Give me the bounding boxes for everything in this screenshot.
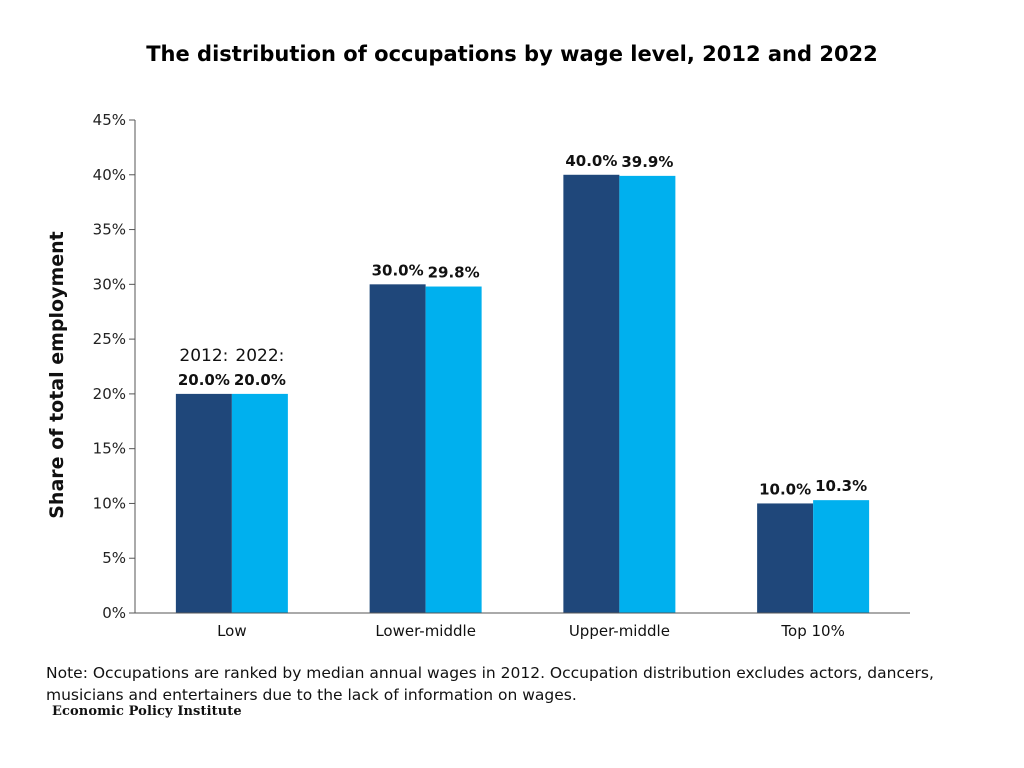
- y-tick-label: 5%: [102, 549, 126, 567]
- data-label-2022-2: 39.9%: [621, 153, 673, 171]
- chart-note: Note: Occupations are ranked by median a…: [46, 664, 934, 704]
- y-tick-label: 30%: [93, 275, 126, 293]
- chart-title: The distribution of occupations by wage …: [146, 42, 878, 66]
- y-axis-label: Share of total employment: [46, 231, 68, 519]
- y-tick-label: 35%: [93, 221, 126, 239]
- bar-2012-0: [175, 393, 232, 613]
- data-label-2012-3: 10.0%: [759, 480, 811, 498]
- y-axis-ticks: 0% 5% 10% 15% 20% 25% 30% 35% 40% 45%: [93, 111, 135, 622]
- series-tag-2012: 2012:: [179, 346, 228, 366]
- y-tick-label: 40%: [93, 166, 126, 184]
- x-category-label: Upper-middle: [569, 622, 670, 640]
- x-category-label: Top 10%: [780, 622, 844, 640]
- x-category-label: Low: [217, 622, 247, 640]
- data-label-2022-0: 20.0%: [234, 371, 286, 389]
- brand-logo: Economic Policy Institute: [52, 704, 242, 719]
- bar-2012-3: [757, 503, 814, 613]
- y-tick-label: 25%: [93, 330, 126, 348]
- series-tag-2022: 2022:: [235, 346, 284, 366]
- bar-2022-2: [619, 175, 676, 613]
- y-tick-label: 0%: [102, 604, 126, 622]
- y-tick-label: 10%: [93, 494, 126, 512]
- data-label-2012-1: 30.0%: [372, 261, 424, 279]
- bar-2022-1: [425, 286, 482, 613]
- x-category-label: Lower-middle: [375, 622, 476, 640]
- bar-2012-1: [369, 284, 426, 613]
- bars: [175, 174, 870, 613]
- data-label-2022-1: 29.8%: [428, 264, 480, 282]
- value-labels: 20.0% 2012: 20.0% 2022: Low 30.0% 29.8% Lower-m…: [178, 152, 867, 640]
- y-tick-label: 20%: [93, 385, 126, 403]
- axes: [134, 120, 910, 614]
- data-label-2012-0: 20.0%: [178, 371, 230, 389]
- bar-2022-0: [231, 393, 288, 613]
- y-tick-label: 45%: [93, 111, 126, 129]
- bar-2012-2: [563, 174, 620, 613]
- data-label-2022-3: 10.3%: [815, 477, 867, 495]
- y-tick-label: 15%: [93, 440, 126, 458]
- data-label-2012-2: 40.0%: [565, 152, 617, 170]
- bar-2022-3: [813, 500, 870, 613]
